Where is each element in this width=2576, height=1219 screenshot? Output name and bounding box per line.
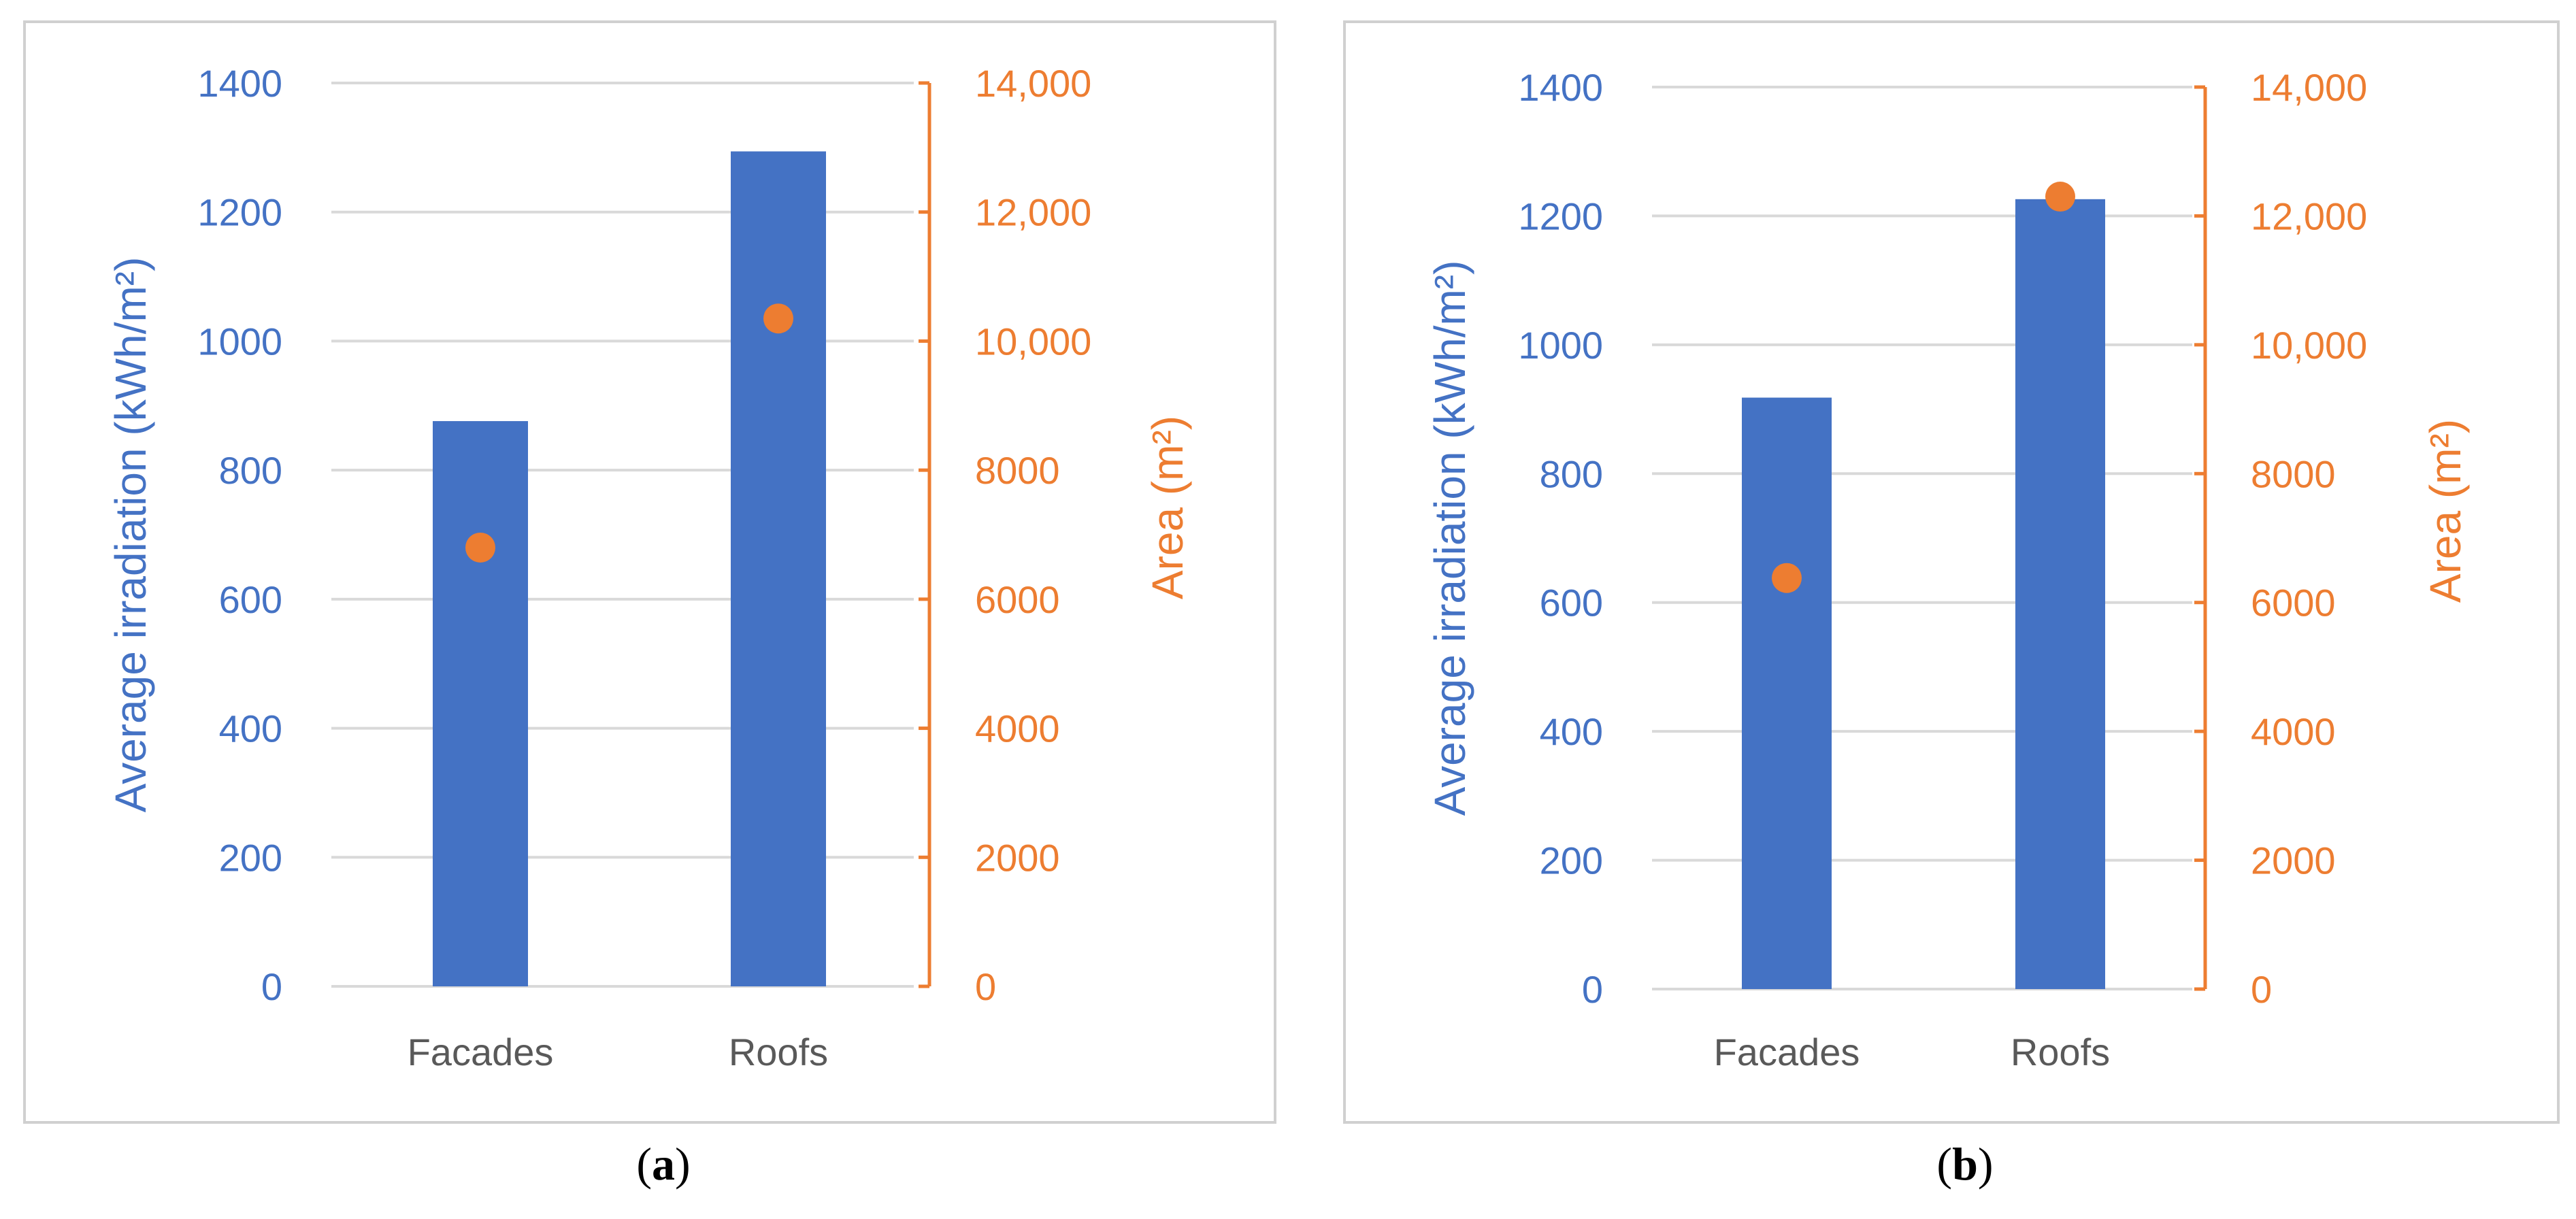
y-right-tick-label: 8000 [975, 449, 1060, 492]
y-right-tick-label: 0 [2251, 968, 2272, 1011]
y-right-tick-label: 4000 [975, 707, 1060, 750]
y-left-tick-label: 0 [1582, 968, 1603, 1011]
point-roofs [763, 303, 793, 334]
y-right-axis-title: Area (m²) [2421, 419, 2470, 603]
y-left-tick-label: 0 [261, 965, 282, 1008]
y-right-tick-label: 10,000 [2251, 324, 2367, 367]
x-category-label: Facades [408, 1031, 554, 1073]
y-left-tick-label: 600 [1540, 582, 1603, 624]
y-right-tick-label: 6000 [2251, 582, 2336, 624]
y-right-tick-label: 4000 [2251, 710, 2336, 753]
y-left-tick-label: 600 [219, 578, 282, 621]
y-left-tick-label: 1400 [1518, 66, 1603, 109]
y-right-tick-label: 10,000 [975, 320, 1091, 363]
bar-roofs [731, 151, 826, 986]
y-right-tick-label: 14,000 [2251, 66, 2367, 109]
y-right-tick-label: 12,000 [975, 191, 1091, 234]
y-left-tick-label: 200 [1540, 839, 1603, 882]
y-right-tick-label: 0 [975, 965, 996, 1008]
x-category-label: Roofs [729, 1031, 828, 1073]
y-left-tick-label: 1000 [1518, 324, 1603, 367]
y-right-axis-title: Area (m²) [1143, 416, 1192, 599]
y-left-tick-label: 1200 [197, 191, 282, 234]
y-left-axis-title: Average irradiation (kWh/m²) [1425, 261, 1474, 816]
y-left-tick-label: 800 [219, 449, 282, 492]
y-right-tick-label: 6000 [975, 578, 1060, 621]
y-right-tick-label: 2000 [975, 836, 1060, 879]
y-left-tick-label: 1400 [197, 62, 282, 105]
bar-facades [433, 421, 528, 986]
caption-a: (a) [636, 1138, 691, 1190]
bar-roofs [2015, 199, 2105, 989]
y-right-tick-label: 2000 [2251, 839, 2336, 882]
caption-b: (b) [1936, 1138, 1994, 1190]
y-left-axis-title: Average irradiation (kWh/m²) [106, 257, 155, 813]
chart-b-frame [1343, 20, 2560, 1124]
chart-a-frame [23, 20, 1276, 1124]
point-facades [465, 532, 495, 563]
bar-facades [1742, 397, 1832, 989]
point-roofs [2045, 182, 2075, 212]
point-facades [1772, 563, 1802, 593]
x-category-label: Facades [1714, 1031, 1860, 1073]
y-right-tick-label: 14,000 [975, 62, 1091, 105]
y-left-tick-label: 400 [1540, 710, 1603, 753]
y-left-tick-label: 200 [219, 836, 282, 879]
y-left-tick-label: 800 [1540, 452, 1603, 495]
y-right-tick-label: 8000 [2251, 452, 2336, 495]
y-right-tick-label: 12,000 [2251, 195, 2367, 237]
x-category-label: Roofs [2011, 1031, 2110, 1073]
y-left-tick-label: 400 [219, 707, 282, 750]
y-left-tick-label: 1200 [1518, 195, 1603, 237]
y-left-tick-label: 1000 [197, 320, 282, 363]
